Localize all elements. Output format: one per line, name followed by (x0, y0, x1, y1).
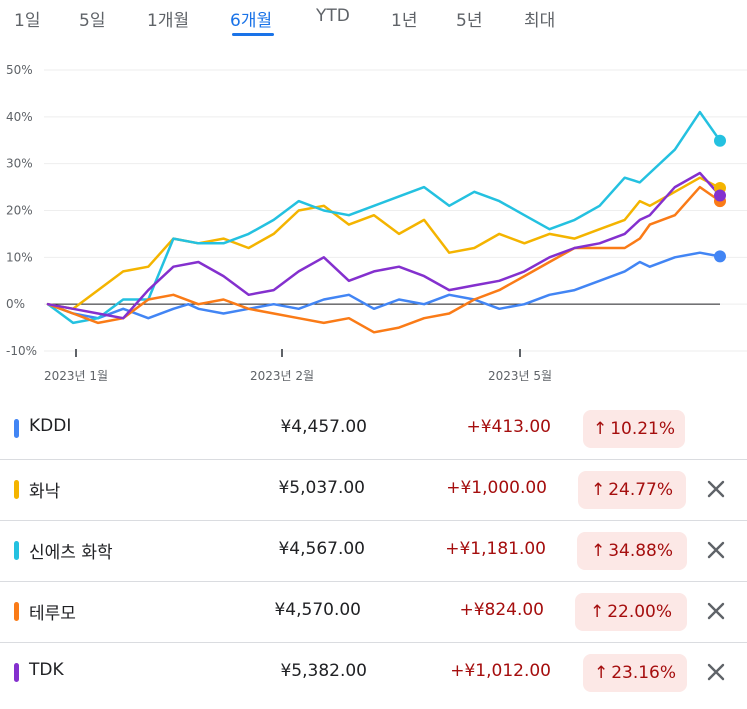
stock-price: ¥4,457.00 (280, 417, 367, 437)
y-tick-label: 20% (6, 204, 33, 218)
x-tick-label: 2023년 5월 (488, 369, 552, 383)
series-line-2 (46, 110, 722, 325)
stock-name: KDDI (29, 416, 72, 436)
stock-name: 신에츠 화학 (29, 543, 113, 563)
arrow-up-icon: ↑ (589, 602, 605, 622)
x-tick-label: 2023년 2월 (250, 369, 314, 383)
y-tick-label: 10% (6, 250, 33, 264)
series-color-swatch (14, 602, 19, 621)
percent-change-badge: ↑ 23.16% (583, 654, 687, 692)
close-icon[interactable] (704, 599, 728, 623)
percent-change-value: 34.88% (608, 541, 674, 561)
stock-row[interactable]: 화낙 ¥5,037.00 +¥1,000.00 ↑ 24.77% (0, 459, 747, 521)
percent-change-value: 24.77% (608, 480, 674, 500)
y-tick-label: 40% (6, 110, 33, 124)
y-tick-label: -10% (6, 344, 37, 358)
stock-row[interactable]: TDK ¥5,382.00 +¥1,012.00 ↑ 23.16% (0, 642, 747, 703)
arrow-up-icon: ↑ (590, 541, 606, 561)
stock-price: ¥5,382.00 (280, 661, 367, 681)
tab-1[interactable]: 5일 (79, 11, 106, 31)
y-tick-label: 0% (6, 297, 25, 311)
stock-row[interactable]: 신에츠 화학 ¥4,567.00 +¥1,181.00 ↑ 34.88% (0, 520, 747, 582)
stock-change: +¥413.00 (466, 417, 551, 437)
series-line-1 (46, 176, 722, 311)
series-color-swatch (14, 663, 19, 682)
series-line-3 (46, 185, 722, 334)
percent-change-value: 22.00% (607, 602, 673, 622)
stock-change: +¥1,012.00 (450, 661, 551, 681)
stock-row[interactable]: 테루모 ¥4,570.00 +¥824.00 ↑ 22.00% (0, 581, 747, 643)
stock-row[interactable]: KDDI ¥4,457.00 +¥413.00 ↑ 10.21% (0, 398, 747, 460)
arrow-up-icon: ↑ (592, 419, 608, 439)
series-color-swatch (14, 419, 19, 438)
stock-price: ¥4,567.00 (278, 539, 365, 559)
percent-change-badge: ↑ 10.21% (583, 410, 685, 448)
series-line-4 (46, 171, 722, 320)
tab-4[interactable]: YTD (316, 6, 350, 26)
y-tick-label: 50% (6, 63, 33, 77)
stock-change: +¥1,181.00 (445, 539, 546, 559)
percent-change-value: 10.21% (610, 419, 676, 439)
stock-name: TDK (29, 660, 64, 680)
stock-name: 화낙 (29, 482, 61, 502)
active-tab-indicator (232, 33, 274, 36)
close-icon[interactable] (704, 477, 728, 501)
tab-3[interactable]: 6개월 (230, 11, 273, 31)
arrow-up-icon: ↑ (593, 663, 609, 683)
tab-5[interactable]: 1년 (391, 11, 418, 31)
series-end-marker-4 (714, 189, 726, 202)
series-line-0 (46, 251, 722, 320)
x-tick-label: 2023년 1월 (44, 369, 108, 383)
tab-7[interactable]: 최대 (524, 11, 556, 31)
stock-change: +¥824.00 (459, 600, 544, 620)
series-color-swatch (14, 541, 19, 560)
series-end-marker-0 (714, 250, 726, 263)
close-icon[interactable] (704, 538, 728, 562)
stock-price: ¥5,037.00 (278, 478, 365, 498)
series-end-marker-2 (714, 134, 726, 147)
y-tick-label: 30% (6, 157, 33, 171)
percent-change-badge: ↑ 24.77% (578, 471, 686, 509)
time-range-tabs: 1일 5일 1개월 6개월 YTD 1년 5년 최대 (0, 0, 747, 40)
stock-price: ¥4,570.00 (274, 600, 361, 620)
stock-change: +¥1,000.00 (446, 478, 547, 498)
tab-0[interactable]: 1일 (14, 11, 41, 31)
series-color-swatch (14, 480, 19, 499)
percent-change-value: 23.16% (611, 663, 677, 683)
percent-change-badge: ↑ 34.88% (577, 532, 687, 570)
tab-6[interactable]: 5년 (456, 11, 483, 31)
stock-name: 테루모 (29, 604, 76, 624)
comparison-line-chart: 50% 40% 30% 20% 10% 0% -10% 2023년 1월 2023년 2월 202… (6, 63, 747, 383)
tab-2[interactable]: 1개월 (147, 11, 190, 31)
percent-change-badge: ↑ 22.00% (575, 593, 687, 631)
arrow-up-icon: ↑ (590, 480, 606, 500)
close-icon[interactable] (704, 660, 728, 684)
